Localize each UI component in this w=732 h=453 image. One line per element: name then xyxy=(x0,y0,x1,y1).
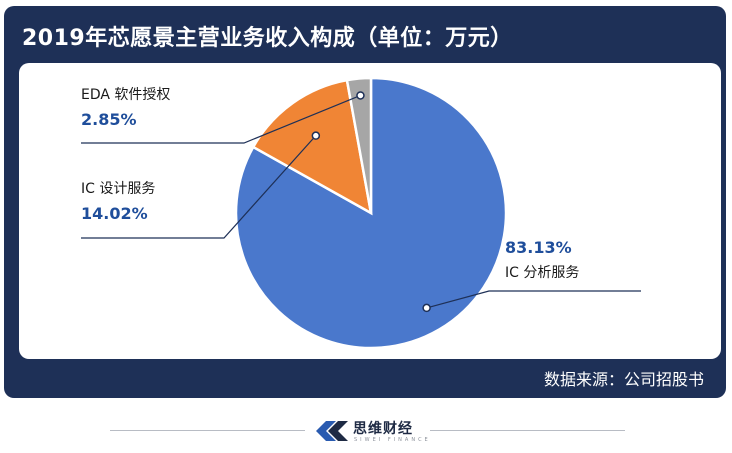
leader-line-1 xyxy=(81,135,317,239)
chart-panel: 2019年芯愿景主营业务收入构成（单位：万元） EDA 软件授权 2.85% I… xyxy=(4,6,726,398)
pie-slice-2 xyxy=(345,76,373,214)
label-ic-design-name: IC 设计服务 xyxy=(81,181,155,197)
leader-line-0 xyxy=(81,94,361,144)
footer-divider-left xyxy=(110,430,305,431)
brand-logo-icon xyxy=(316,421,348,441)
brand-subtitle: SIWEI FINANCE xyxy=(354,437,431,443)
data-source: 数据来源：公司招股书 xyxy=(543,370,704,389)
pie-chart: EDA 软件授权 2.85% IC 设计服务 14.02% 83.13% IC … xyxy=(81,76,641,350)
chart-title: 2019年芯愿景主营业务收入构成（单位：万元） xyxy=(22,26,513,51)
leader-dot-2 xyxy=(422,303,431,313)
label-eda-name: EDA 软件授权 xyxy=(81,87,170,103)
pie-slice-1 xyxy=(251,78,373,216)
footer-divider-right xyxy=(430,430,625,431)
leader-dot-1 xyxy=(311,131,321,140)
label-ic-analysis-percent: 83.13% xyxy=(505,238,572,257)
label-ic-analysis-name: IC 分析服务 xyxy=(505,265,579,281)
chart-card: EDA 软件授权 2.85% IC 设计服务 14.02% 83.13% IC … xyxy=(19,63,721,359)
leader-dot-0 xyxy=(356,91,365,100)
brand-name: 思维财经 xyxy=(353,421,413,437)
label-eda-percent: 2.85% xyxy=(81,110,137,129)
label-ic-design-percent: 14.02% xyxy=(81,204,148,223)
leader-line-2 xyxy=(426,290,641,309)
